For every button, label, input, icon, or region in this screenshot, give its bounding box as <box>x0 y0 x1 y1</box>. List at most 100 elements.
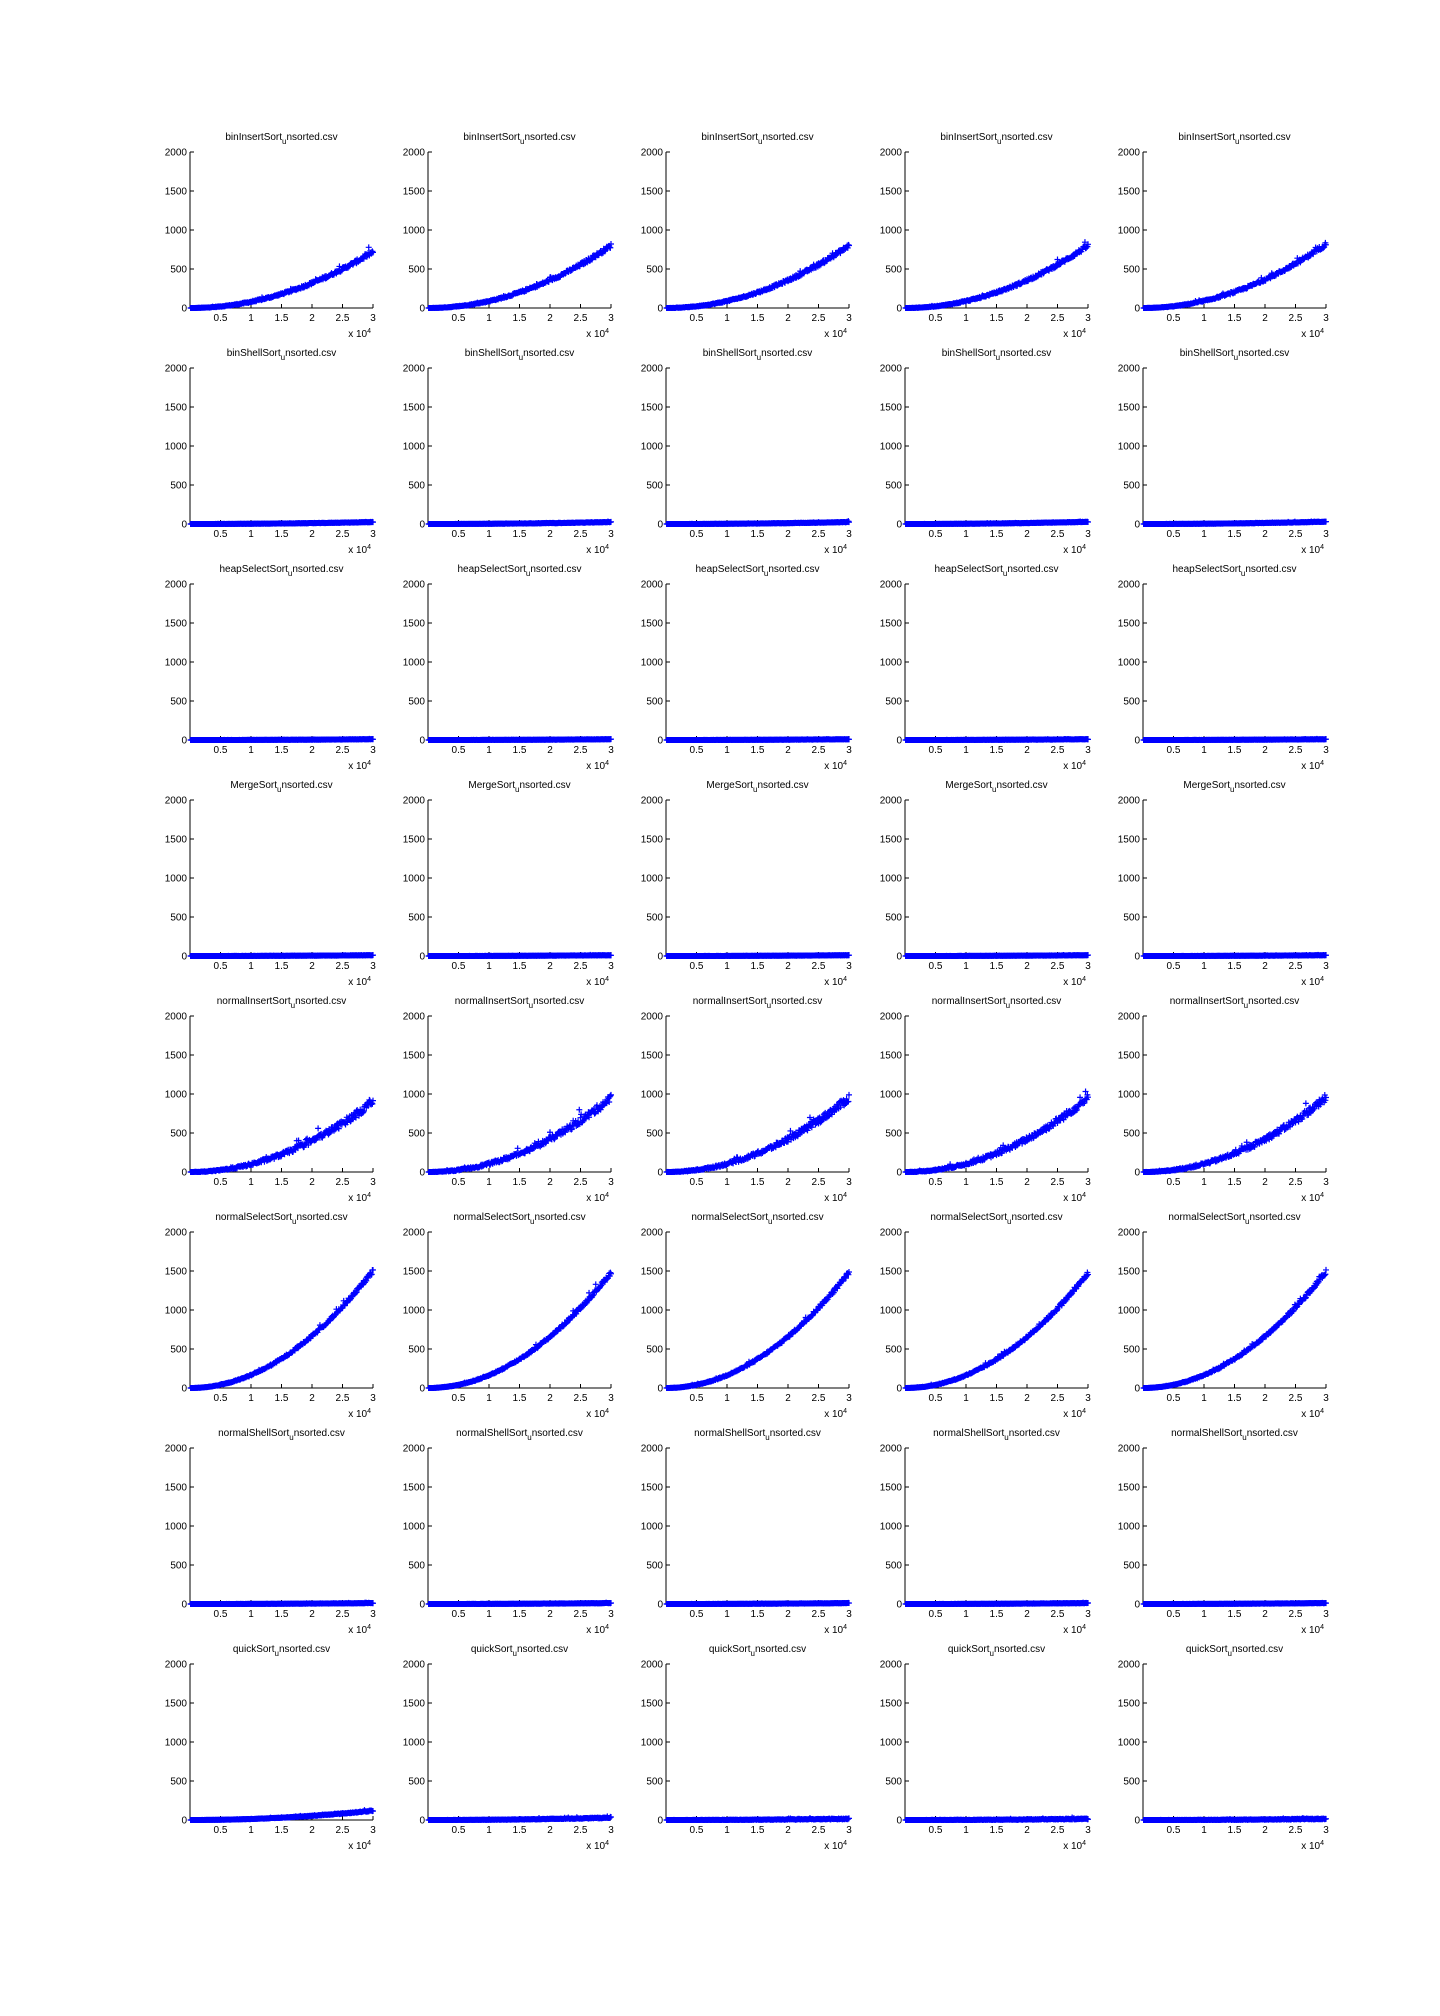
x-tick-label: 2 <box>1262 313 1268 324</box>
x-tick-label: 1.5 <box>513 313 527 324</box>
subplot-r2-c5: binShellSortunsorted.csv0500100015002000… <box>1118 348 1329 556</box>
x-tick-label: 1.5 <box>275 961 289 972</box>
y-tick-label: 0 <box>896 304 902 315</box>
y-tick-label: 2000 <box>165 796 188 807</box>
subplot-r1-c2: binInsertSortunsorted.csv050010001500200… <box>403 132 614 340</box>
y-tick-label: 1000 <box>1118 442 1141 453</box>
x-tick-label: 2.5 <box>1051 745 1065 756</box>
x-scale-label: x 104 <box>586 328 609 340</box>
x-tick-label: 0.5 <box>1167 313 1181 324</box>
scatter-series <box>187 244 376 311</box>
x-tick-label: 1.5 <box>751 313 765 324</box>
x-tick-label: 2.5 <box>812 529 826 540</box>
y-tick-label: 500 <box>170 697 187 708</box>
y-tick-label: 1500 <box>641 403 664 414</box>
scatter-series <box>663 736 852 743</box>
subplot-title: heapSelectSortunsorted.csv <box>1173 564 1297 578</box>
x-tick-label: 0.5 <box>1167 529 1181 540</box>
y-tick-label: 2000 <box>165 148 188 159</box>
y-tick-label: 1500 <box>165 403 188 414</box>
y-tick-label: 1500 <box>165 187 188 198</box>
subplot-r4-c1: MergeSortunsorted.csv05001000150020000.5… <box>165 780 376 988</box>
x-tick-label: 2.5 <box>812 745 826 756</box>
y-tick-label: 500 <box>1123 481 1140 492</box>
x-tick-label: 1 <box>486 529 492 540</box>
scatter-series <box>1140 518 1329 527</box>
data-point <box>598 250 605 257</box>
subplot-r1-c5: binInsertSortunsorted.csv050010001500200… <box>1118 132 1329 340</box>
subplot-r3-c1: heapSelectSortunsorted.csv05001000150020… <box>165 564 376 772</box>
y-tick-label: 1000 <box>641 442 664 453</box>
y-tick-label: 1000 <box>165 658 188 669</box>
y-tick-label: 1000 <box>403 658 426 669</box>
y-tick-label: 2000 <box>1118 364 1141 375</box>
x-scale-label: x 104 <box>1301 328 1324 340</box>
y-tick-label: 1500 <box>880 619 903 630</box>
scatter-series <box>663 241 852 311</box>
y-tick-label: 2000 <box>165 580 188 591</box>
subplot-r2-c3: binShellSortunsorted.csv0500100015002000… <box>641 348 852 556</box>
x-tick-label: 1 <box>486 313 492 324</box>
x-tick-label: 2.5 <box>336 529 350 540</box>
x-tick-label: 3 <box>370 529 376 540</box>
x-tick-label: 2 <box>1262 745 1268 756</box>
x-tick-label: 1.5 <box>1228 313 1242 324</box>
x-tick-label: 1 <box>248 529 254 540</box>
x-tick-label: 3 <box>608 313 614 324</box>
subplot-title: heapSelectSortunsorted.csv <box>220 564 344 578</box>
x-tick-label: 1 <box>486 745 492 756</box>
subplot-title: heapSelectSortunsorted.csv <box>935 564 1059 578</box>
y-tick-label: 2000 <box>165 364 188 375</box>
y-tick-label: 1500 <box>165 835 188 846</box>
y-tick-label: 2000 <box>1118 148 1141 159</box>
data-point <box>365 244 372 251</box>
y-tick-label: 0 <box>181 952 187 963</box>
data-point <box>607 244 614 251</box>
subplot-title: binInsertSortunsorted.csv <box>701 132 813 146</box>
x-tick-label: 2 <box>1024 745 1030 756</box>
y-tick-label: 0 <box>181 520 187 531</box>
x-tick-label: 1 <box>724 745 730 756</box>
y-tick-label: 2000 <box>641 364 664 375</box>
x-tick-label: 2 <box>785 529 791 540</box>
x-tick-label: 1 <box>248 745 254 756</box>
x-tick-label: 3 <box>1085 745 1091 756</box>
y-tick-label: 0 <box>657 736 663 747</box>
x-tick-label: 1.5 <box>990 745 1004 756</box>
x-tick-label: 2.5 <box>336 961 350 972</box>
subplot-r2-c2: binShellSortunsorted.csv0500100015002000… <box>403 348 614 556</box>
x-tick-label: 0.5 <box>929 745 943 756</box>
scatter-series <box>187 952 376 959</box>
y-tick-label: 0 <box>896 736 902 747</box>
x-tick-label: 1.5 <box>1228 529 1242 540</box>
x-scale-label: x 104 <box>824 328 847 340</box>
x-tick-label: 1.5 <box>275 313 289 324</box>
subplot-r1-c3: binInsertSortunsorted.csv050010001500200… <box>641 132 852 340</box>
y-tick-label: 500 <box>646 481 663 492</box>
y-tick-label: 500 <box>646 697 663 708</box>
subplot-r2-c4: binShellSortunsorted.csv0500100015002000… <box>880 348 1091 556</box>
x-tick-label: 0.5 <box>214 529 228 540</box>
x-tick-label: 3 <box>370 961 376 972</box>
y-tick-label: 2000 <box>403 364 426 375</box>
x-tick-label: 1 <box>724 313 730 324</box>
x-tick-label: 0.5 <box>214 961 228 972</box>
x-tick-label: 2 <box>547 313 553 324</box>
y-tick-label: 2000 <box>641 148 664 159</box>
scatter-series <box>902 735 1091 743</box>
x-scale-label: x 104 <box>1063 760 1086 772</box>
x-tick-label: 2.5 <box>574 313 588 324</box>
subplot-title: binShellSortunsorted.csv <box>227 348 337 362</box>
x-tick-label: 0.5 <box>452 745 466 756</box>
x-tick-label: 2.5 <box>336 313 350 324</box>
y-tick-label: 1500 <box>641 187 664 198</box>
x-tick-label: 2 <box>1262 529 1268 540</box>
x-tick-label: 0.5 <box>214 745 228 756</box>
x-tick-label: 1.5 <box>275 529 289 540</box>
scatter-series <box>663 518 852 527</box>
x-tick-label: 1 <box>1201 313 1207 324</box>
x-tick-label: 1 <box>1201 529 1207 540</box>
x-tick-label: 0.5 <box>690 529 704 540</box>
y-tick-label: 0 <box>1134 304 1140 315</box>
x-tick-label: 2 <box>547 529 553 540</box>
